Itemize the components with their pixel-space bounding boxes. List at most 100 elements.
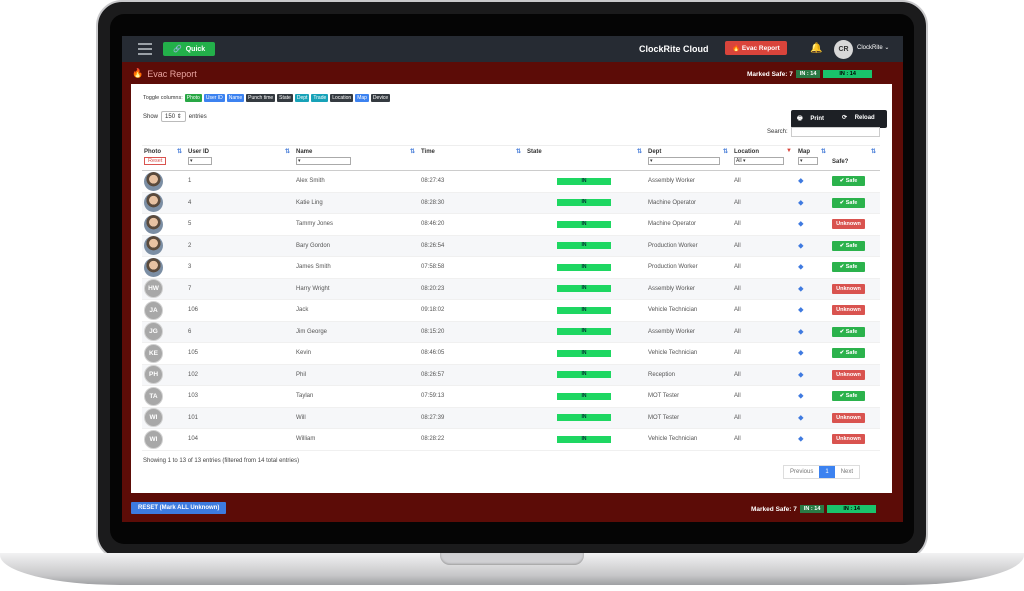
search-input[interactable] [790, 127, 880, 137]
in-count-bar: IN : 14 [827, 505, 876, 513]
map-pin-icon[interactable]: ⬥ [798, 176, 804, 186]
safe-status-button[interactable]: ✔ Safe [832, 391, 865, 402]
photo-cell [142, 170, 186, 193]
dept-cell: Machine Operator [646, 213, 732, 236]
safe-status-button[interactable]: ✔ Safe [832, 197, 865, 208]
col-photo[interactable]: Photo ⇅ Reset [142, 145, 186, 171]
entries-select[interactable]: 150 ⇕ [161, 111, 186, 122]
safe-status-button[interactable]: ✔ Safe [832, 326, 865, 337]
name-filter[interactable]: ▾ [296, 157, 351, 165]
state-cell: IN [525, 299, 646, 322]
dept-filter[interactable]: ▾ [648, 157, 720, 165]
name-cell: Phil [294, 364, 419, 386]
location-cell: All [732, 235, 796, 257]
user-id-filter[interactable]: ▾ [188, 157, 212, 165]
search-box: Search: [767, 127, 880, 137]
safe-status-button[interactable]: Unknown [832, 305, 865, 316]
safe-status-button[interactable]: Unknown [832, 369, 865, 380]
col-time[interactable]: Time ⇅ [419, 145, 525, 171]
safe-status-button[interactable]: Unknown [832, 434, 865, 445]
safe-status-button[interactable]: ✔ Safe [832, 240, 865, 251]
user-menu[interactable]: ClockRite ⌄ [857, 45, 890, 51]
user-id-cell: 5 [186, 213, 294, 236]
photo-cell: HW [142, 278, 186, 300]
map-pin-icon[interactable]: ⬥ [798, 197, 804, 207]
map-pin-icon[interactable]: ⬥ [798, 240, 804, 250]
toggle-column-button[interactable]: State [277, 94, 293, 102]
toggle-column-button[interactable]: User ID [203, 94, 225, 102]
map-pin-icon[interactable]: ⬥ [798, 283, 804, 293]
evac-report-button[interactable]: 🔥 Evac Report [725, 41, 787, 55]
next-button[interactable]: Next [840, 469, 854, 475]
user-id-cell: 7 [186, 278, 294, 300]
toggle-column-button[interactable]: Name [226, 94, 245, 102]
photo-cell [142, 192, 186, 214]
safe-status-button[interactable]: ✔ Safe [832, 262, 865, 273]
name-cell: Harry Wright [294, 278, 419, 300]
time-cell: 08:15:20 [419, 321, 525, 343]
toggle-column-button[interactable]: Dept [294, 94, 310, 102]
dept-cell: Production Worker [646, 256, 732, 279]
safe-status-button[interactable]: Unknown [832, 412, 865, 423]
safe-status-button[interactable]: Unknown [832, 283, 865, 294]
sort-icon: ⇅ [409, 149, 415, 155]
state-cell: IN [525, 385, 646, 408]
safe-status-button[interactable]: ✔ Safe [832, 348, 865, 359]
table-row: 3 James Smith 07:58:58 IN Production Wor… [142, 256, 880, 279]
safe-cell: ✔ Safe [830, 385, 880, 408]
toggle-column-button[interactable]: Location [330, 94, 354, 102]
sort-icon: ⇅ [636, 149, 642, 155]
dept-cell: Assembly Worker [646, 321, 732, 343]
map-pin-icon[interactable]: ⬥ [798, 262, 804, 272]
map-pin-icon[interactable]: ⬥ [798, 326, 804, 336]
map-pin-icon[interactable]: ⬥ [798, 369, 804, 379]
col-map[interactable]: Map ⇅ ▾ [796, 145, 830, 171]
app-title: ClockRite Cloud [639, 44, 709, 54]
avatar: TA [144, 386, 163, 406]
menu-icon[interactable] [138, 43, 152, 55]
bell-icon[interactable]: 🔔 [810, 43, 823, 54]
avatar [144, 236, 163, 256]
previous-button[interactable]: Previous [790, 469, 814, 475]
map-pin-icon[interactable]: ⬥ [798, 412, 804, 422]
col-user-id[interactable]: User ID ⇅ ▾ [186, 145, 294, 171]
map-pin-icon[interactable]: ⬥ [798, 434, 804, 444]
map-pin-icon[interactable]: ⬥ [798, 391, 804, 401]
avatar [144, 257, 163, 277]
toggle-column-button[interactable]: Punch time [246, 94, 276, 102]
toggle-column-button[interactable]: Device [370, 94, 391, 102]
quick-button[interactable]: 🔗 Quick [163, 42, 216, 56]
photo-cell: WI [142, 407, 186, 429]
safe-status-button[interactable]: ✔ Safe [832, 176, 865, 187]
time-cell: 09:18:02 [419, 299, 525, 322]
dept-cell: Reception [646, 364, 732, 386]
location-filter[interactable]: All ▾ [734, 157, 784, 165]
avatar[interactable]: CR [834, 40, 853, 59]
page-1-button[interactable]: 1 [819, 466, 835, 478]
reset-all-button[interactable]: RESET (Mark ALL Unknown) [131, 502, 227, 514]
reset-photo-button[interactable]: Reset [144, 157, 167, 165]
name-cell: Alex Smith [294, 170, 419, 193]
map-pin-icon[interactable]: ⬥ [798, 219, 804, 229]
col-dept[interactable]: Dept ⇅ ▾ [646, 145, 732, 171]
map-cell: ⬥ [796, 342, 830, 365]
state-cell: IN [525, 407, 646, 429]
col-location[interactable]: Location ▼ All ▾ [732, 145, 796, 171]
print-button[interactable]: 🖶 Print [797, 116, 825, 122]
map-pin-icon[interactable]: ⬥ [798, 305, 804, 315]
name-cell: Katie Ling [294, 192, 419, 214]
toggle-column-button[interactable]: Map [355, 94, 369, 102]
col-name[interactable]: Name ⇅ ▾ [294, 145, 419, 171]
toggle-column-button[interactable]: Trade [311, 94, 329, 102]
col-state[interactable]: State ⇅ [525, 145, 646, 171]
reload-button[interactable]: ⟳ Reload [842, 115, 875, 121]
avatar: KE [144, 343, 163, 363]
map-pin-icon[interactable]: ⬥ [798, 348, 804, 358]
safe-status-button[interactable]: Unknown [832, 219, 865, 230]
in-count-bar: IN : 14 [823, 70, 872, 78]
col-safe[interactable]: ⇅ Safe? [830, 145, 880, 171]
name-cell: Taylan [294, 385, 419, 408]
toggle-column-button[interactable]: Photo [184, 94, 202, 102]
map-filter[interactable]: ▾ [798, 157, 818, 165]
photo-cell: KE [142, 342, 186, 365]
